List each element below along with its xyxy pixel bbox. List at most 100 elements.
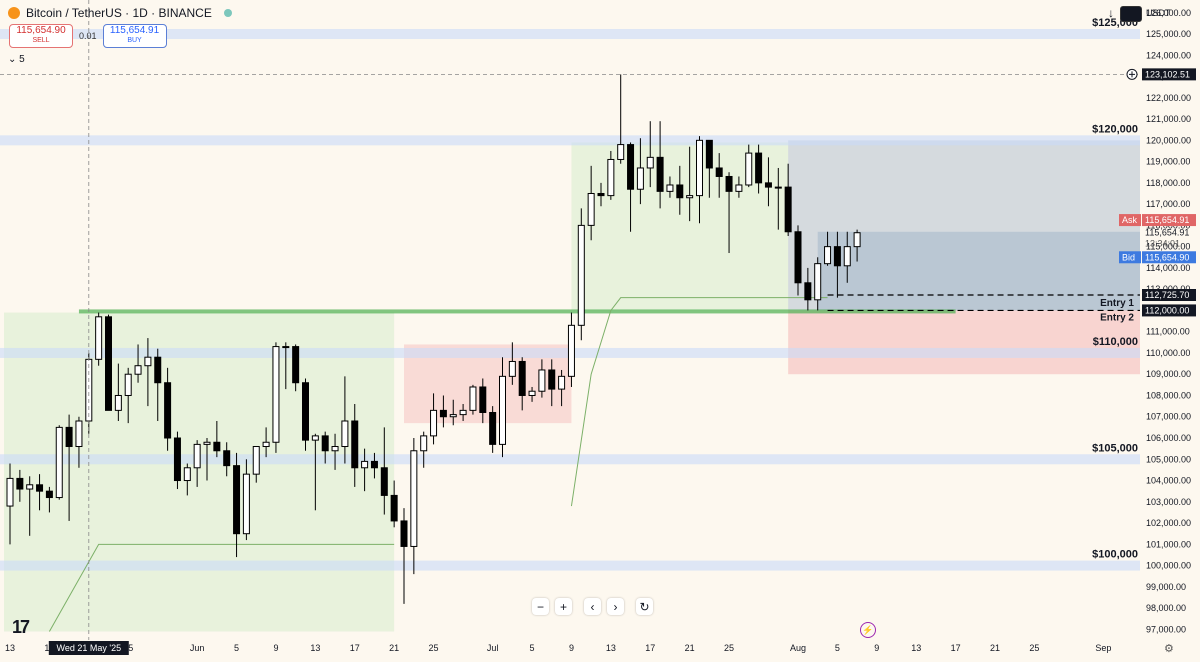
- entry-label-2: Entry 2: [1100, 312, 1134, 323]
- candle-11: [114, 363, 122, 421]
- lightning-icon[interactable]: ⚡: [860, 622, 876, 638]
- candle-body-8: [85, 358, 93, 422]
- candle-31: [311, 433, 319, 511]
- x-tick-13: 13: [606, 643, 616, 653]
- candle-body-17: [173, 437, 181, 482]
- candle-body-49: [489, 411, 497, 445]
- candle-body-58: [577, 224, 585, 326]
- chart-nav: − + ‹ › ↻: [532, 598, 653, 615]
- candle-27: [272, 342, 280, 453]
- zoom-in-icon: +: [559, 599, 567, 614]
- candle-body-82: [814, 263, 822, 301]
- settings-gear-icon[interactable]: ⚙: [1164, 643, 1174, 655]
- buy-label: BUY: [127, 37, 142, 44]
- candle-body-39: [390, 494, 398, 522]
- indicator-toggle[interactable]: ⌄ 5: [8, 54, 25, 65]
- candle-body-11: [114, 394, 122, 411]
- candle-86: [853, 229, 861, 262]
- candle-5: [55, 425, 63, 500]
- candle-body-55: [548, 369, 556, 390]
- candle-2: [26, 476, 34, 536]
- candle-body-57: [567, 324, 575, 377]
- y-tick-25: 122,000.00: [1146, 93, 1191, 103]
- candle-body-44: [439, 409, 447, 418]
- y-tick-2: 99,000.00: [1146, 582, 1186, 592]
- crosshair-date-text: Wed 21 May '25: [57, 643, 122, 653]
- candle-body-0: [6, 477, 14, 507]
- market-status-dot-icon: [223, 9, 232, 17]
- candle-72: [715, 153, 723, 198]
- candle-35: [351, 403, 359, 487]
- candle-body-18: [183, 467, 191, 482]
- symbol-title: Bitcoin / TetherUS · 1D · BINANCE: [26, 6, 212, 20]
- candle-20: [203, 438, 211, 481]
- candle-body-76: [755, 152, 763, 184]
- candles-layer: [6, 74, 861, 604]
- crosshair-plus-cross: [1129, 71, 1135, 78]
- candle-body-69: [686, 195, 694, 199]
- y-tick-21: 118,000.00: [1146, 178, 1190, 188]
- candle-body-64: [636, 167, 644, 190]
- candle-body-26: [262, 441, 270, 448]
- candle-body-5: [55, 426, 63, 499]
- buy-button[interactable]: 115,654.91 BUY: [102, 24, 167, 48]
- candle-68: [676, 165, 684, 215]
- time-axis: 131725Jun5913172125Jul5913172125Aug59131…: [0, 640, 1200, 662]
- currency-label[interactable]: USDT: [1146, 8, 1171, 18]
- candle-body-4: [45, 490, 53, 499]
- candle-44: [439, 395, 447, 428]
- candle-18: [183, 463, 191, 496]
- x-tick-17: Aug: [790, 643, 806, 653]
- support-line: [78, 309, 956, 314]
- x-tick-22: 21: [990, 643, 1000, 653]
- candle-6: [65, 414, 73, 521]
- buy-price: 115,654.91: [109, 25, 160, 36]
- crosshair-date-tag: Wed 21 May '25: [48, 641, 129, 655]
- candle-body-33: [331, 446, 339, 452]
- candle-61: [607, 150, 615, 200]
- scroll-left-button[interactable]: ‹: [584, 598, 601, 615]
- candle-body-70: [696, 139, 703, 197]
- reset-button[interactable]: ↻: [636, 598, 653, 615]
- overlay-layer: Entry 1 Entry 2: [0, 0, 1140, 640]
- candle-25: [252, 446, 260, 483]
- candle-64: [636, 138, 644, 205]
- x-tick-20: 13: [911, 643, 921, 653]
- candle-body-72: [715, 167, 723, 177]
- candle-body-23: [233, 465, 241, 535]
- candle-41: [410, 438, 418, 575]
- candle-51: [508, 342, 516, 385]
- bid-label-tag-text: Bid: [1122, 252, 1135, 262]
- zoom-in-button[interactable]: +: [555, 598, 572, 615]
- y-tick-10: 107,000.00: [1146, 412, 1191, 422]
- zoom-out-button[interactable]: −: [532, 598, 549, 615]
- zone-layer: [4, 140, 1140, 632]
- countdown-text: 13:34:01: [1145, 239, 1180, 249]
- candle-body-24: [242, 473, 250, 535]
- candle-55: [548, 359, 556, 407]
- symbol-header[interactable]: Bitcoin / TetherUS · 1D · BINANCE: [8, 6, 232, 20]
- scroll-right-button[interactable]: ›: [607, 598, 624, 615]
- candle-body-2: [26, 484, 34, 490]
- candle-body-42: [420, 435, 428, 452]
- candle-37: [370, 452, 378, 479]
- tradingview-logo: 17: [12, 617, 30, 637]
- download-arrow-icon[interactable]: ↓: [1108, 6, 1114, 20]
- y-tick-6: 103,000.00: [1146, 497, 1191, 507]
- sell-button[interactable]: 115,654.90 SELL: [9, 24, 73, 48]
- candle-70: [696, 136, 703, 224]
- candle-24: [242, 459, 250, 541]
- ask-label-tag-bg: [1119, 214, 1141, 227]
- candle-body-21: [213, 441, 221, 452]
- x-tick-23: 25: [1029, 643, 1039, 653]
- candle-7: [75, 416, 83, 468]
- ask-label-tag-text: Ask: [1122, 215, 1138, 225]
- candle-62: [617, 74, 625, 164]
- x-tick-11: 5: [530, 643, 535, 653]
- spread-value: 0.01: [79, 31, 97, 41]
- currency-toggle-icon[interactable]: [1120, 6, 1142, 22]
- x-tick-7: 17: [350, 643, 360, 653]
- candle-9: [95, 312, 103, 366]
- candle-28: [282, 342, 290, 390]
